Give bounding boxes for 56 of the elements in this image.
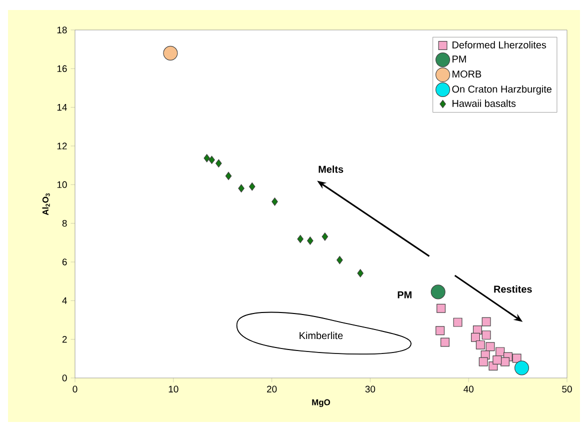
y-tick-label: 18: [57, 26, 67, 34]
annotation: Restites: [494, 285, 532, 293]
y-tick-label: 14: [57, 104, 67, 111]
point: [238, 184, 244, 192]
point: [307, 236, 314, 245]
legend-label: Hawaii basalts: [452, 100, 516, 107]
point: [225, 172, 232, 180]
y-tick-label: 10: [57, 181, 67, 188]
point: [216, 159, 222, 168]
y-tick-label: 6: [62, 258, 67, 266]
point: [297, 234, 304, 244]
point: [471, 332, 480, 342]
point: [248, 182, 256, 191]
x-tick-label: 0: [72, 386, 78, 392]
point: [436, 326, 445, 336]
y-axis-title: Al$_{2}$O$_{3}$: [42, 193, 50, 216]
point: [496, 347, 505, 356]
point: [436, 304, 446, 313]
point: [208, 156, 215, 164]
y-tick-label: 2: [62, 336, 67, 343]
point: [336, 256, 343, 264]
point: [500, 357, 510, 366]
point: [476, 340, 485, 350]
point: [163, 46, 178, 60]
point: [357, 269, 364, 278]
point: [482, 317, 491, 326]
x-tick-label: 10: [168, 386, 178, 392]
y-tick-label: 4: [62, 297, 67, 304]
point: [430, 284, 446, 300]
y-tick-label: 12: [57, 142, 67, 150]
x-tick-label: 50: [562, 386, 572, 392]
y-tick-label: 16: [57, 65, 67, 72]
point: [204, 154, 210, 162]
point: [272, 198, 278, 206]
point: [478, 357, 488, 366]
point: [514, 360, 530, 376]
x-tick-label: 40: [464, 386, 474, 392]
point: [492, 356, 502, 364]
point: [486, 342, 495, 352]
annotation: PM: [398, 291, 412, 298]
point: [440, 338, 450, 347]
x-axis-title: MgO: [312, 399, 330, 408]
annotation: Kimberlite: [300, 332, 343, 340]
y-tick-label: 0: [62, 374, 67, 382]
point: [453, 318, 462, 327]
legend-label: PM: [452, 56, 466, 62]
legend-label: Deformed Lherzolites: [452, 41, 546, 48]
x-tick-label: 20: [267, 386, 277, 392]
point: [322, 232, 328, 241]
legend-label: MORB: [452, 70, 482, 78]
y-tick-label: 8: [62, 220, 67, 227]
x-tick-label: 30: [365, 386, 376, 392]
point: [482, 330, 491, 340]
annotation: Melts: [318, 166, 344, 173]
legend-label: On Craton Harzburgite: [452, 85, 552, 95]
point: [512, 354, 522, 363]
